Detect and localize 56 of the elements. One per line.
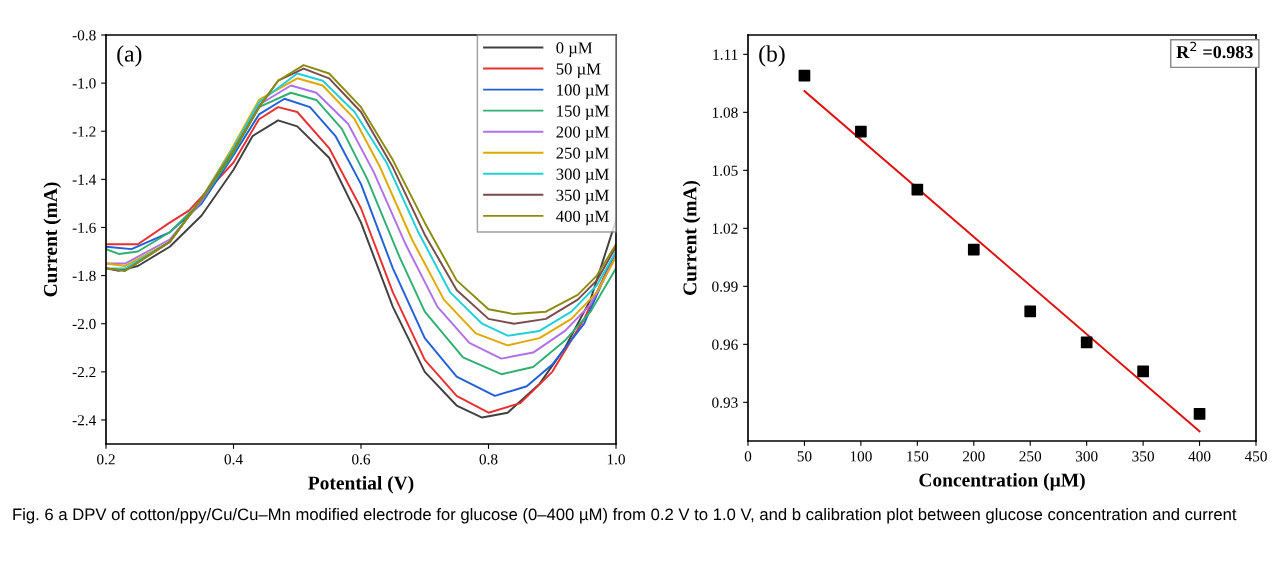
x-tick-label: 400 xyxy=(1188,451,1211,462)
legend-label: 0 µM xyxy=(556,42,593,57)
point xyxy=(911,183,924,196)
legend-label: 350 µM xyxy=(556,189,609,205)
annotation: (a) xyxy=(117,45,142,67)
point xyxy=(1024,305,1037,318)
legend-label: 100 µM xyxy=(557,84,609,99)
y-tick-label: -0.8 xyxy=(72,30,96,41)
y-tick-label: -1.4 xyxy=(72,174,97,185)
y-tick-label: -2.0 xyxy=(72,318,96,330)
y-tick-label: -2.4 xyxy=(72,415,97,426)
y-tick-label: 1.05 xyxy=(712,165,738,176)
legend-label: 250 µM xyxy=(556,147,609,163)
x-tick-label: 350 xyxy=(1132,451,1154,462)
x-tick-label: 250 xyxy=(1019,451,1042,462)
y-tick-label: -1.2 xyxy=(72,126,96,137)
annotation: (b) xyxy=(759,45,785,67)
y-tick-label: -2.2 xyxy=(72,367,96,378)
legend-label: 300 µM xyxy=(556,168,609,184)
y-tick-label: -1.6 xyxy=(72,222,96,233)
point xyxy=(967,243,980,256)
annotation: R$^{2}$ =0.983 xyxy=(1176,41,1253,59)
x-tick-label: 100 xyxy=(850,451,872,462)
y-axis-title: Current (mA) xyxy=(43,182,61,297)
point xyxy=(1137,365,1149,378)
x-tick-label: 300 xyxy=(1075,451,1098,462)
y-tick-label: 0.93 xyxy=(712,397,738,408)
y-tick-label: -1.8 xyxy=(72,270,96,282)
legend-label: 200 µM xyxy=(556,126,609,142)
x-axis-title: Potential (V) xyxy=(308,475,414,494)
x-tick-label: 450 xyxy=(1244,451,1267,462)
x-tick-label: 0.8 xyxy=(479,454,498,465)
y-tick-label: 1.02 xyxy=(712,223,738,234)
y-tick-label: 0.96 xyxy=(712,339,738,350)
y-tick-label: 1.08 xyxy=(712,107,738,118)
x-tick-label: 0 xyxy=(744,451,752,462)
x-axis-title: Concentration (µM) xyxy=(919,472,1085,491)
y-tick-label: 1.11 xyxy=(713,49,738,60)
legend-label: 50 µM xyxy=(556,63,601,78)
x-tick-label: 50 xyxy=(797,451,812,462)
x-tick-label: 0.6 xyxy=(352,454,371,465)
x-tick-label: 0.2 xyxy=(97,454,115,465)
x-tick-label: 200 xyxy=(962,451,985,462)
legend-label: 400 µM xyxy=(556,210,609,226)
point xyxy=(1080,336,1093,349)
point xyxy=(855,125,867,138)
caption: Fig. 6 a DPV of cotton/ppy/Cu/Cu–Mn modified electrode for glucose (0–400 µM) from 0.2 V to 1.0 V, and b calibration plot between glucose concentration and current xyxy=(13,508,1237,524)
point xyxy=(798,69,811,82)
y-tick-label: 0.99 xyxy=(712,281,738,292)
legend-label: 150 µM xyxy=(557,105,609,121)
y-tick-label: -1.0 xyxy=(72,78,96,89)
y-axis-title: Current (mA) xyxy=(682,180,701,295)
x-tick-label: 1.0 xyxy=(607,454,625,465)
point xyxy=(1193,408,1206,420)
x-tick-label: 0.4 xyxy=(224,454,243,465)
x-tick-label: 150 xyxy=(907,451,929,462)
